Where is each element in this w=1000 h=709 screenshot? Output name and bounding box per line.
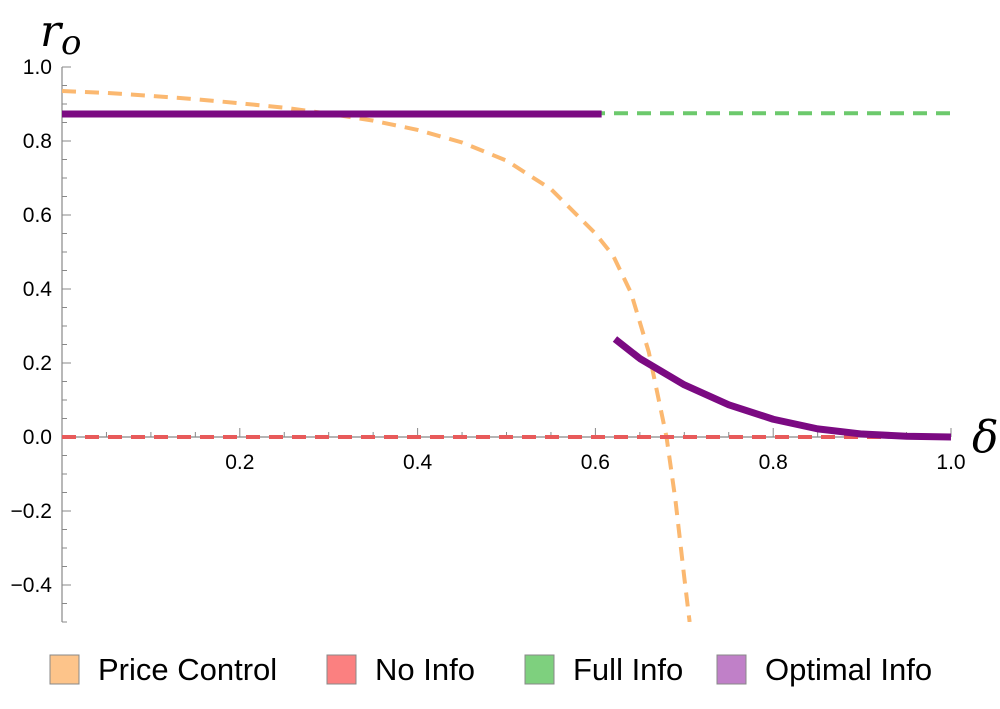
legend-label-no-info: No Info [375,652,475,687]
x-tick-label: 0.2 [225,451,254,474]
x-tick-label: 0.4 [403,451,433,474]
y-tick-label: 0.0 [23,426,52,449]
legend: Price Control No Info Full Info Optimal Inf… [49,652,932,687]
y-tick-label: 0.6 [23,204,52,227]
series-line-optimal-info-segment-2 [612,336,952,441]
legend-swatch-optimal-info [716,654,747,685]
legend-label-price-control: Price Control [98,652,277,687]
x-axis-label: δ [972,412,999,463]
tick-labels: 1.0 0.8 0.6 0.4 0.2 0.0 −0.2 −0.4 0.2 0.4 0.6 0.8 1.… [11,56,966,597]
axes [61,66,952,623]
legend-label-full-info: Full Info [573,652,683,687]
y-tick-label: 1.0 [23,56,52,79]
axis-labels: ro δ [40,6,999,463]
legend-swatch-price-control [49,654,80,685]
y-axis-label: ro [40,6,82,63]
y-tick-label: 0.8 [23,130,52,153]
series-line-price-control [62,89,692,622]
x-tick-label: 0.6 [581,451,610,474]
y-axis-label-main: r [40,6,64,57]
series-group [62,89,952,622]
legend-swatch-full-info [524,654,555,685]
y-tick-label: −0.2 [11,500,52,523]
y-tick-label: 0.4 [23,278,53,301]
y-tick-label: 0.2 [23,352,52,375]
x-tick-label: 0.8 [759,451,788,474]
y-axis-label-subscript: o [61,23,81,63]
legend-label-optimal-info: Optimal Info [765,652,932,687]
y-tick-label: −0.4 [11,574,53,597]
x-tick-label: 1.0 [936,451,965,474]
legend-swatch-no-info [326,654,357,685]
